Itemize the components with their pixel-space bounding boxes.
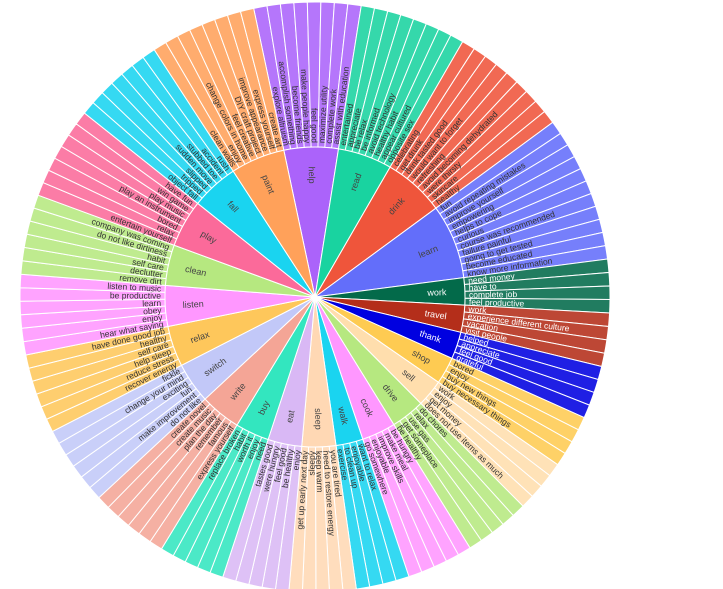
leaf-label-listen-be-productive: be productive bbox=[110, 290, 161, 300]
leaf-label-clean-remove-dirt: remove dirt bbox=[119, 272, 163, 286]
wedge-label-eat: eat bbox=[284, 409, 296, 424]
inner-ring bbox=[164, 146, 466, 448]
leaf-label-help-feel-good: feel good bbox=[309, 108, 319, 143]
leaf-label-work-complete-job: complete job bbox=[469, 289, 518, 300]
wedge-label-walk: walk bbox=[336, 405, 350, 426]
leaf-label-eat-enjoy: enjoy bbox=[291, 449, 303, 471]
leaf-label-help-make-people-happy: make people happy bbox=[299, 69, 313, 144]
leaf-label-help-complete-work: complete work bbox=[324, 88, 339, 144]
leaf-label-work-feel-productive: feel productive bbox=[469, 297, 525, 309]
leaf-label-clean-declutter: declutter bbox=[130, 265, 164, 280]
wedge-label-sleep: sleep bbox=[313, 408, 324, 430]
wedge-label-help: help bbox=[307, 166, 317, 183]
leaf-label-sleep-sleepy: sleepy bbox=[306, 450, 317, 476]
leaf-label-listen-learn: learn bbox=[142, 298, 162, 309]
leaf-label-listen-listen-to-music: listen to music bbox=[107, 281, 162, 294]
wedge-label-listen: listen bbox=[182, 299, 204, 310]
wedge-paint[interactable] bbox=[232, 149, 316, 298]
leaf-label-clean-habit: habit bbox=[146, 252, 167, 266]
leaf-label-work-have-to: have to bbox=[468, 281, 497, 293]
wedge-label-clean: clean bbox=[184, 264, 207, 278]
leaf-label-sleep-keep-warm: keep warm bbox=[314, 451, 325, 493]
wedge-label-work: work bbox=[426, 287, 447, 298]
leaf-label-travel-work: work bbox=[467, 304, 487, 315]
wedge-label-travel: travel bbox=[424, 308, 447, 321]
leaf-label-listen-obey: obey bbox=[143, 305, 163, 317]
leaf-label-help-maximize-utility: maximize utility bbox=[317, 85, 329, 144]
leaf-label-listen-enjoy: enjoy bbox=[141, 312, 163, 325]
